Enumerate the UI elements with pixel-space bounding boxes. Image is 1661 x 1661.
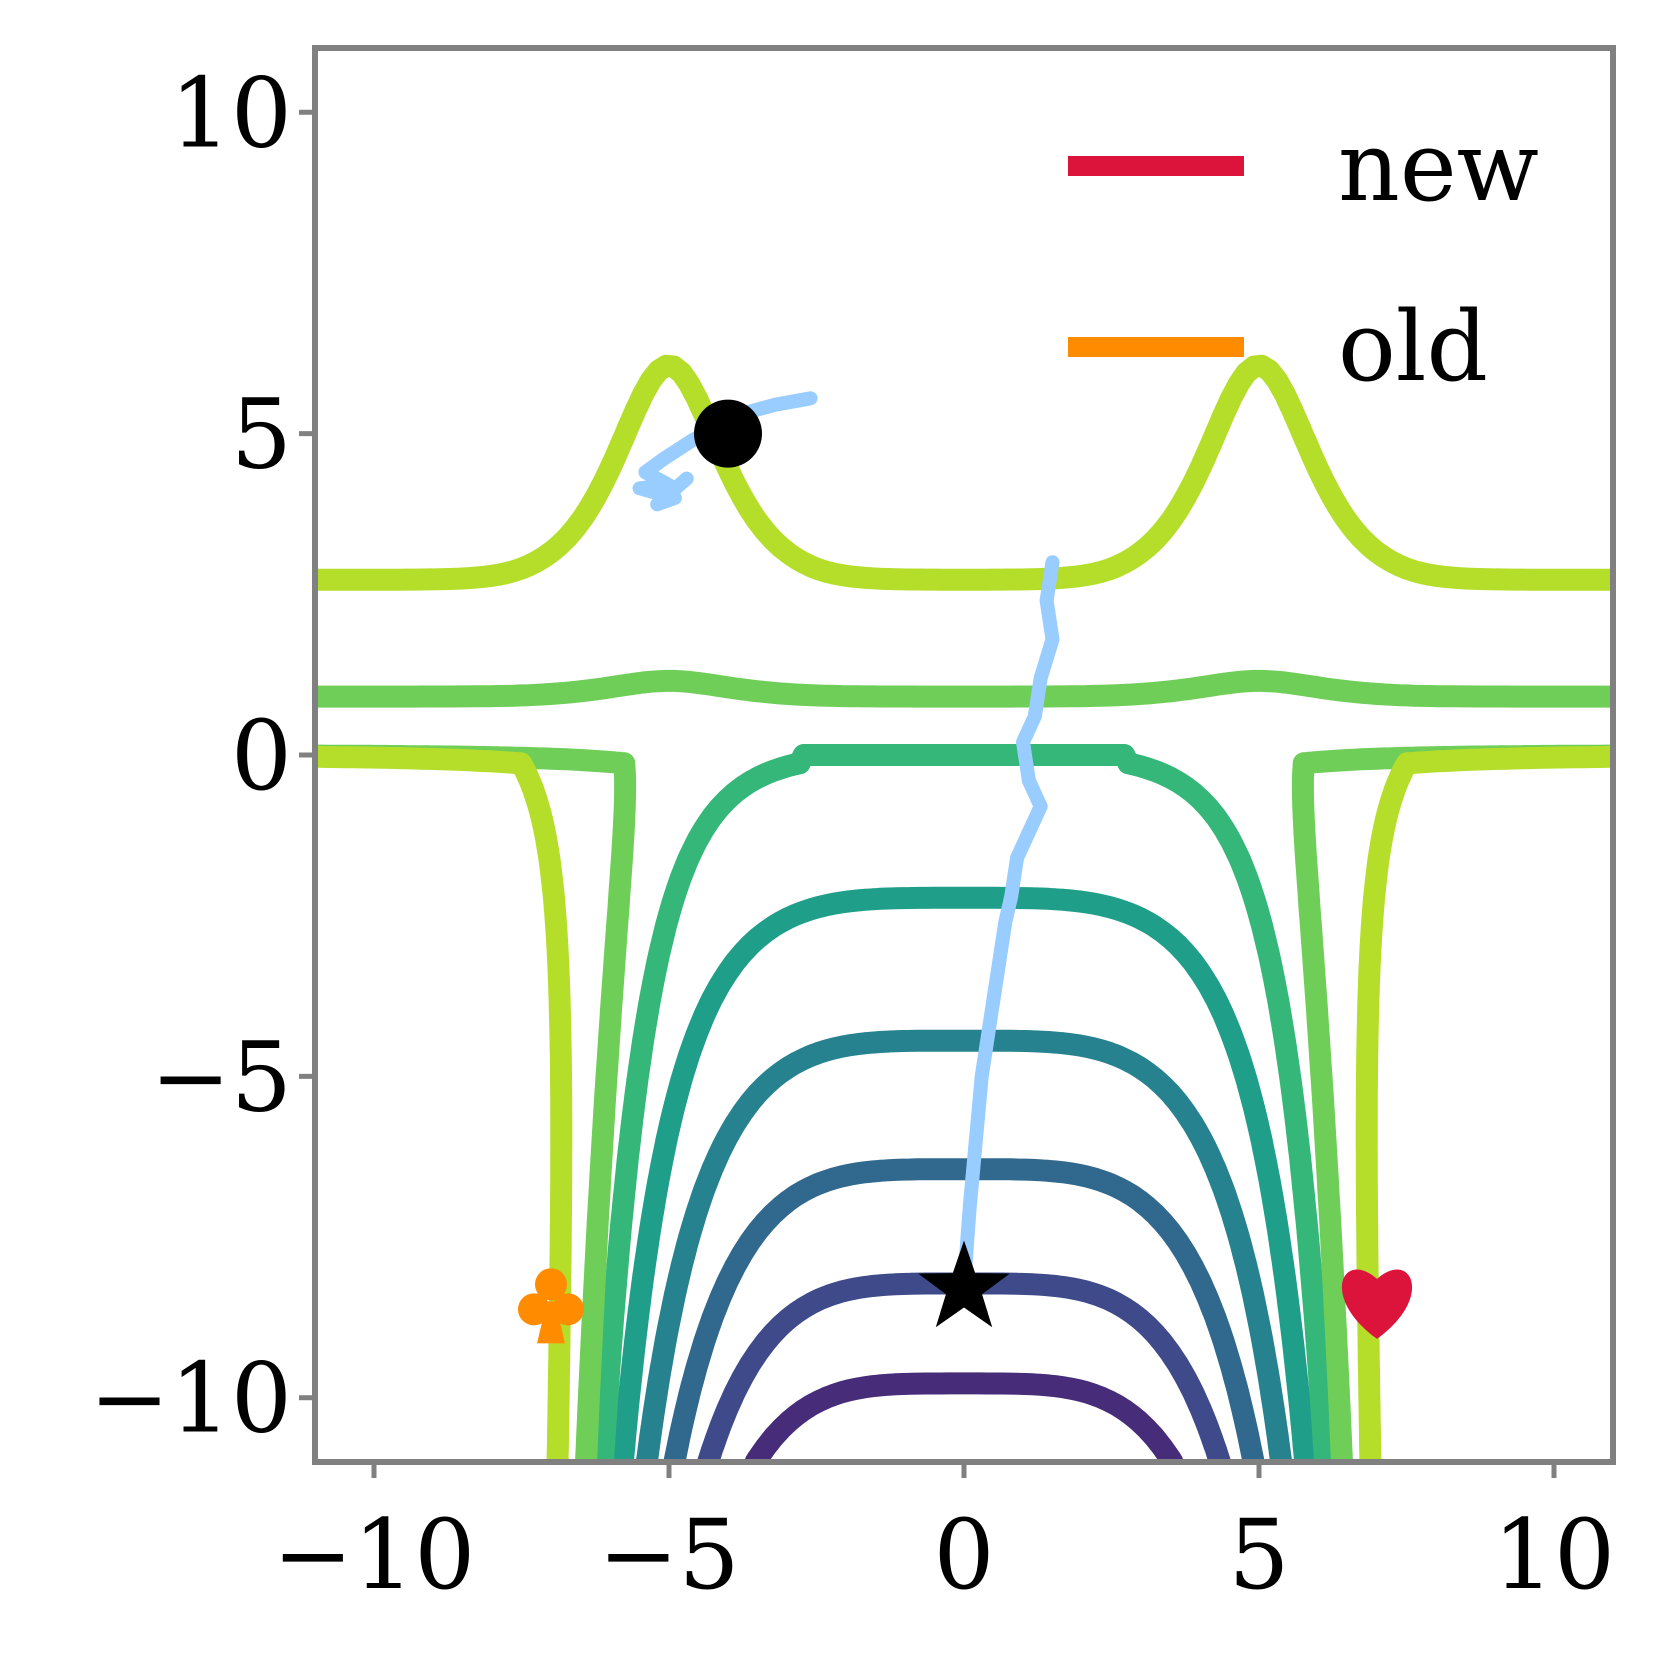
x-tick-label: 5 <box>1228 1499 1289 1611</box>
x-axis-ticks: −10 −5 0 5 10 <box>273 1462 1615 1611</box>
y-axis-ticks: 10 5 0 −5 −10 <box>89 57 315 1455</box>
legend-label-new: new <box>1338 111 1539 223</box>
legend: new old <box>1068 111 1539 403</box>
contour-level-5 <box>611 886 1317 1462</box>
x-tick-label: 10 <box>1493 1499 1615 1611</box>
contour-level-1 <box>744 1372 1184 1462</box>
contour-level-7 <box>315 669 1613 1462</box>
contour-level-4 <box>635 1029 1293 1462</box>
marker-old <box>518 1268 584 1344</box>
y-tick-label: −5 <box>150 1021 292 1133</box>
y-tick-label: 0 <box>231 700 292 812</box>
y-tick-label: −10 <box>89 1343 292 1455</box>
marker-layer <box>518 399 1413 1344</box>
trajectory-segment-2 <box>957 555 1060 1296</box>
contour-level-6 <box>592 744 1336 1462</box>
legend-label-old: old <box>1338 291 1488 403</box>
y-tick-label: 10 <box>170 57 292 169</box>
marker-optimum <box>918 1240 1010 1328</box>
y-tick-label: 5 <box>231 379 292 491</box>
contour-lines <box>315 354 1613 1462</box>
x-tick-label: −10 <box>273 1499 476 1611</box>
x-tick-label: 0 <box>933 1499 994 1611</box>
marker-start <box>694 399 762 468</box>
x-tick-label: −5 <box>598 1499 740 1611</box>
contour-level-3 <box>663 1158 1265 1462</box>
marker-new <box>1341 1269 1413 1339</box>
